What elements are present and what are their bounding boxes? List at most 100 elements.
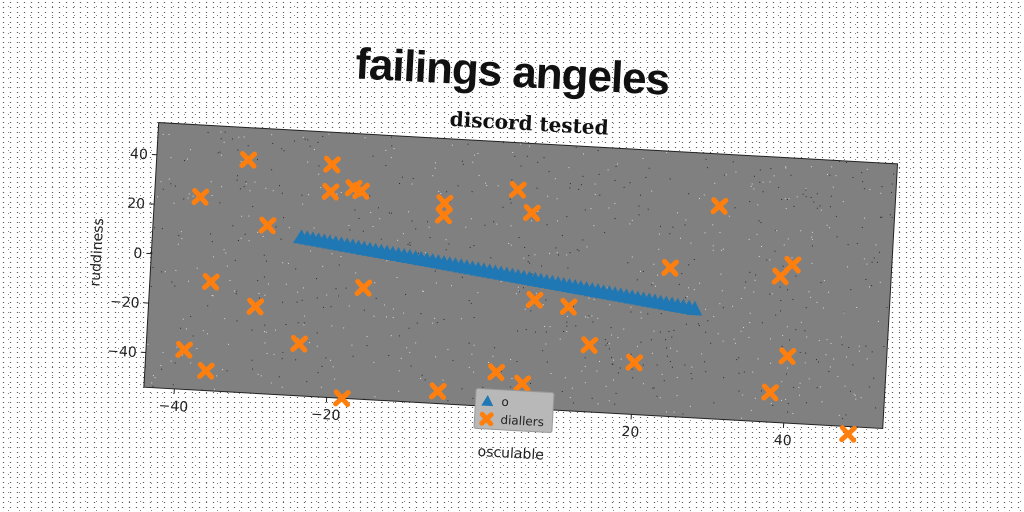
noise-speck [470,302,472,304]
noise-speck [676,350,678,352]
noise-speck [490,257,492,259]
noise-speck [270,382,272,384]
noise-speck [446,191,448,193]
noise-speck [606,342,608,344]
noise-speck [435,282,437,284]
noise-speck [254,181,256,183]
noise-speck [771,293,773,295]
noise-speck [465,226,467,228]
noise-speck [786,326,788,328]
noise-speck [391,145,393,147]
noise-speck [435,356,437,358]
noise-speck [362,230,364,232]
noise-speck [854,395,856,397]
noise-speck [308,194,310,196]
noise-speck [769,293,771,295]
noise-speck [880,216,882,218]
noise-speck [385,164,387,167]
noise-speck [182,318,184,320]
noise-speck [842,201,844,203]
noise-speck [805,188,807,190]
noise-speck [320,187,322,189]
noise-speck [705,371,707,373]
noise-speck [303,324,305,326]
noise-speck [568,167,570,169]
noise-speck [569,183,571,185]
noise-speck [734,207,736,209]
noise-speck [390,335,392,337]
noise-speck [330,306,332,308]
noise-speck [282,262,284,264]
noise-speck [377,207,379,209]
noise-speck [340,256,342,258]
noise-speck [178,235,180,237]
legend-label: o [501,395,509,409]
noise-speck [528,255,530,257]
data-point-x [487,363,506,381]
noise-speck [275,226,277,228]
noise-speck [385,316,388,318]
noise-speck [567,315,569,317]
noise-speck [234,259,236,261]
noise-speck [154,377,156,379]
noise-speck [317,141,319,143]
noise-speck [471,191,473,193]
noise-speck [173,202,175,204]
legend: o diallers [473,387,555,434]
data-point-x [323,155,341,174]
noise-speck [656,395,658,397]
noise-speck [388,354,390,357]
noise-speck [785,166,787,168]
noise-speck [258,292,260,294]
noise-speck [334,378,336,380]
noise-speck [793,386,795,388]
noise-speck [755,274,757,276]
noise-speck [177,243,179,245]
noise-speck [584,316,586,318]
noise-speck [883,345,885,348]
noise-speck [326,294,328,296]
noise-speck [171,281,173,283]
noise-speck [856,243,858,245]
noise-speck [804,330,806,332]
noise-speck [744,287,746,289]
noise-speck [630,311,632,313]
noise-speck [738,390,740,392]
noise-speck [392,308,394,310]
noise-speck [544,326,546,328]
noise-speck [607,169,609,171]
noise-speck [408,211,410,213]
noise-speck [830,342,832,344]
noise-speck [154,227,156,229]
data-point-triangle [686,300,703,316]
noise-speck [408,327,410,329]
noise-speck [826,173,828,176]
noise-speck [210,181,212,183]
noise-speck [581,370,583,372]
noise-speck [235,293,237,295]
noise-speck [584,209,586,211]
noise-speck [665,411,667,413]
noise-speck [738,372,740,374]
noise-speck [239,188,241,190]
noise-speck [281,192,283,194]
noise-speck [524,308,526,310]
x-tick-label: 40 [773,432,792,449]
noise-speck [721,290,723,292]
noise-speck [591,397,593,399]
noise-speck [224,131,226,133]
noise-speck [160,181,162,183]
noise-speck [162,188,164,190]
noise-speck [366,345,368,347]
noise-speck [844,385,846,387]
noise-speck [202,330,204,332]
noise-speck [652,282,654,284]
noise-speck [659,225,661,227]
noise-speck [527,261,529,263]
noise-speck [658,248,660,250]
noise-speck [719,303,721,305]
noise-speck [829,206,831,208]
noise-speck [566,331,568,333]
noise-speck [196,347,198,349]
noise-speck [608,207,610,209]
